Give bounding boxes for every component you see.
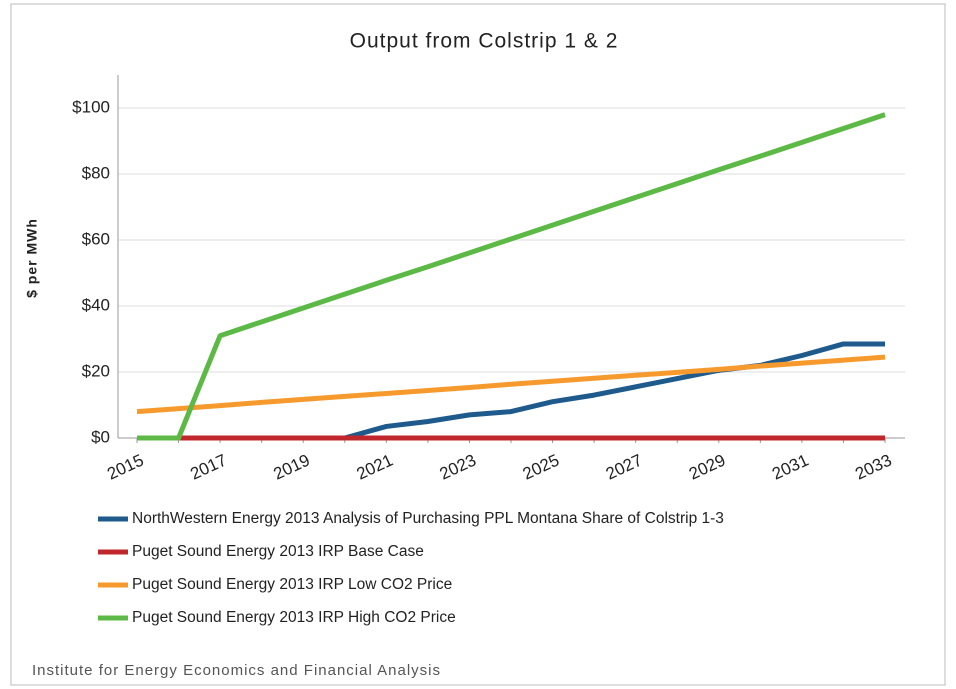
chart-frame [10, 3, 946, 686]
legend-label: Puget Sound Energy 2013 IRP High CO2 Pri… [132, 609, 456, 626]
footer: Institute for Energy Economics and Finan… [32, 662, 441, 679]
y-tick-label: $60 [82, 229, 110, 248]
y-tick-label: $20 [82, 361, 110, 380]
legend-label: NorthWestern Energy 2013 Analysis of Pur… [132, 510, 724, 527]
legend-label: Puget Sound Energy 2013 IRP Base Case [132, 543, 424, 560]
series-line [136, 354, 886, 415]
y-tick-label: $0 [91, 427, 110, 446]
y-tick-label: $100 [72, 97, 110, 116]
legend-label: Puget Sound Energy 2013 IRP Low CO2 Pric… [132, 576, 452, 593]
y-tick-label: $80 [82, 163, 110, 182]
series-line [137, 112, 886, 441]
y-tick-label: $40 [82, 295, 110, 314]
chart-title: Output from Colstrip 1 & 2 [350, 30, 619, 53]
y-axis-label: $ per MWh [24, 218, 40, 298]
